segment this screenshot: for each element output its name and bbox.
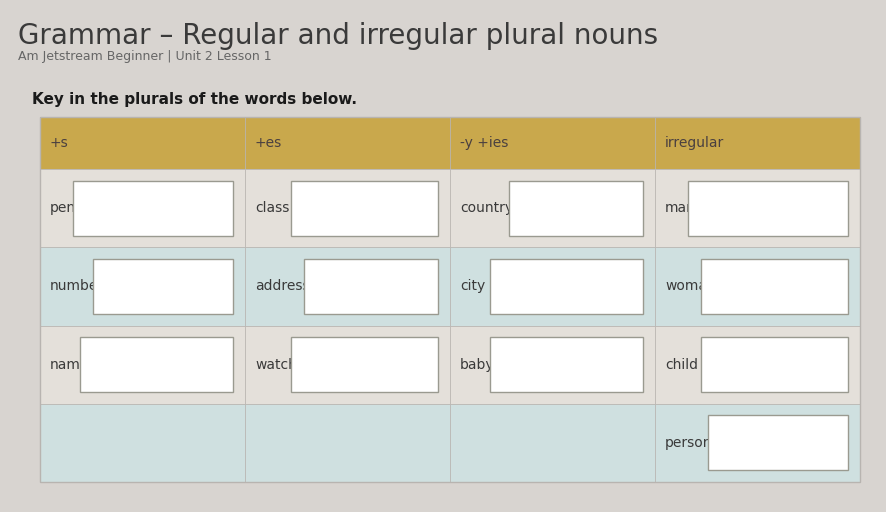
Text: woman: woman bbox=[665, 280, 716, 293]
Text: address: address bbox=[255, 280, 309, 293]
Bar bbox=[40, 117, 245, 169]
Bar bbox=[450, 169, 655, 247]
Bar bbox=[655, 404, 860, 482]
Bar bbox=[80, 337, 233, 392]
Text: watch: watch bbox=[255, 357, 297, 372]
Text: Grammar – Regular and irregular plural nouns: Grammar – Regular and irregular plural n… bbox=[18, 22, 658, 50]
Bar bbox=[40, 117, 860, 482]
Bar bbox=[688, 181, 848, 236]
Text: name: name bbox=[50, 357, 89, 372]
Bar bbox=[40, 247, 245, 326]
Text: class: class bbox=[255, 201, 290, 215]
Text: +es: +es bbox=[255, 136, 283, 150]
Text: -y +ies: -y +ies bbox=[460, 136, 509, 150]
Text: pen: pen bbox=[50, 201, 76, 215]
Text: +s: +s bbox=[50, 136, 69, 150]
Bar bbox=[450, 326, 655, 404]
Bar bbox=[490, 259, 643, 314]
Text: person: person bbox=[665, 436, 712, 450]
Bar bbox=[655, 169, 860, 247]
Bar bbox=[40, 404, 245, 482]
Bar bbox=[490, 337, 643, 392]
Bar bbox=[40, 169, 245, 247]
Bar bbox=[450, 117, 655, 169]
Bar bbox=[245, 326, 450, 404]
Bar bbox=[245, 169, 450, 247]
Text: Am Jetstream Beginner | Unit 2 Lesson 1: Am Jetstream Beginner | Unit 2 Lesson 1 bbox=[18, 50, 272, 63]
Bar bbox=[40, 326, 245, 404]
Text: man: man bbox=[665, 201, 696, 215]
Bar bbox=[245, 247, 450, 326]
Bar bbox=[509, 181, 643, 236]
Text: number: number bbox=[50, 280, 105, 293]
Bar bbox=[450, 247, 655, 326]
Text: Key in the plurals of the words below.: Key in the plurals of the words below. bbox=[32, 92, 357, 107]
Bar bbox=[291, 337, 438, 392]
Text: baby: baby bbox=[460, 357, 494, 372]
Text: country: country bbox=[460, 201, 513, 215]
Text: city: city bbox=[460, 280, 486, 293]
Bar bbox=[93, 259, 233, 314]
Bar bbox=[702, 337, 848, 392]
Bar bbox=[702, 259, 848, 314]
Bar bbox=[655, 247, 860, 326]
Bar bbox=[655, 117, 860, 169]
Text: irregular: irregular bbox=[665, 136, 724, 150]
Bar bbox=[305, 259, 438, 314]
Text: child: child bbox=[665, 357, 698, 372]
Bar bbox=[655, 326, 860, 404]
Bar bbox=[245, 404, 450, 482]
Bar bbox=[245, 117, 450, 169]
Bar bbox=[74, 181, 233, 236]
Bar bbox=[450, 404, 655, 482]
Bar bbox=[708, 415, 848, 470]
Bar bbox=[291, 181, 438, 236]
